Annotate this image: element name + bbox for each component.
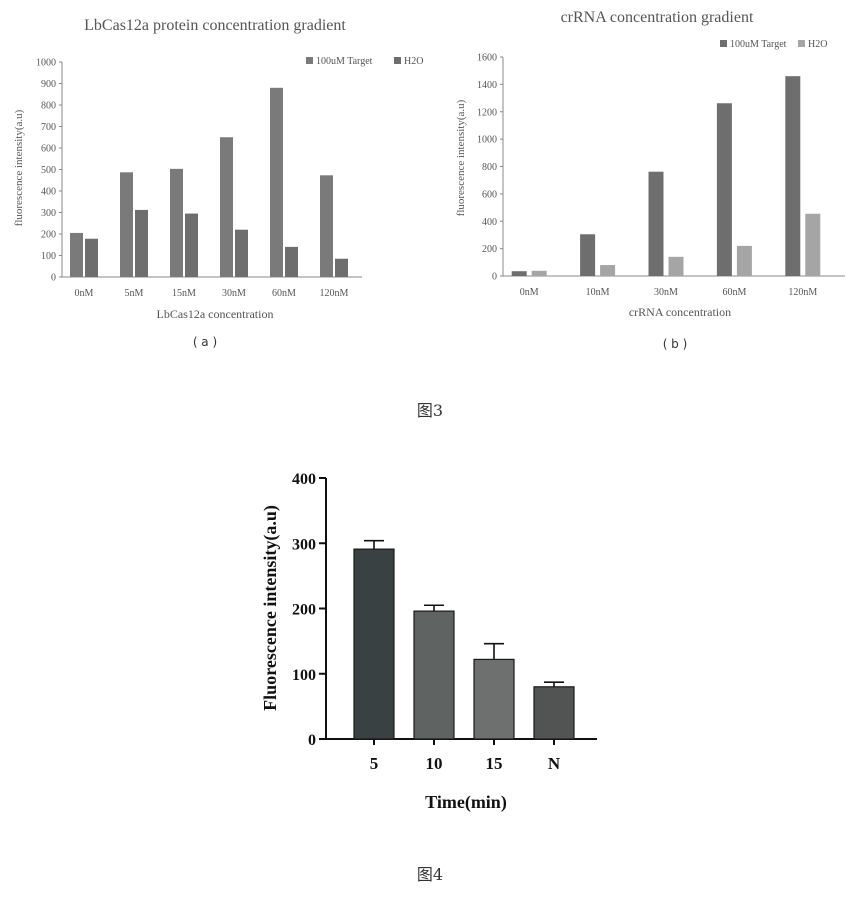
- y-tick-label: 100: [292, 667, 316, 684]
- bar-30nM-target: [220, 137, 233, 277]
- y-tick-label: 400: [482, 217, 497, 228]
- panel-a-label: ( a ): [193, 335, 217, 349]
- x-tick-label: 10: [426, 754, 443, 773]
- legend-label: H2O: [808, 39, 827, 50]
- legend-label: 100uM Target: [730, 39, 787, 50]
- y-tick-label: 1000: [36, 58, 56, 69]
- bar-5nM-h2o: [135, 209, 148, 277]
- legend-swatch: [306, 57, 313, 64]
- x-tick-label: 30nM: [222, 288, 246, 299]
- chart-a: LbCas12a protein concentration gradient …: [13, 17, 423, 349]
- panel-b-label: ( b ): [663, 337, 688, 351]
- bar-N: [533, 686, 575, 740]
- y-tick-label: 300: [41, 208, 56, 219]
- x-tick-label: 15: [486, 754, 503, 773]
- chart-c: 0 100 200 300 400 5 10 15 N Time(min) Fluorescen…: [260, 471, 597, 813]
- bar-10nM-h2o: [600, 265, 616, 276]
- y-tick-label: 1000: [477, 135, 497, 146]
- chart-b-legend: 100uM Target H2O: [720, 39, 827, 50]
- x-tick-label: 5: [370, 754, 379, 773]
- y-tick-label: 800: [41, 101, 56, 112]
- bar-5nM-target: [120, 172, 133, 277]
- y-tick-label: 0: [492, 272, 497, 283]
- y-tick-label: 600: [41, 144, 56, 155]
- bar-5: [353, 548, 395, 740]
- bar-15nM-h2o: [185, 213, 198, 277]
- chart-a-legend: 100uM Target H2O: [306, 56, 423, 67]
- bar-60nM-h2o: [736, 245, 752, 276]
- y-tick-label: 500: [41, 165, 56, 176]
- bar-120nM-target: [320, 175, 333, 277]
- legend-swatch: [798, 40, 805, 47]
- bar-120nM-target: [785, 76, 801, 276]
- bar-10: [413, 610, 455, 740]
- y-tick-label: 800: [482, 162, 497, 173]
- bar-30nM-h2o: [235, 229, 248, 277]
- bar-0nM-target: [511, 271, 527, 276]
- y-tick-label: 200: [482, 244, 497, 255]
- x-tick-label: N: [548, 754, 561, 773]
- x-tick-label: 15nM: [172, 288, 196, 299]
- y-tick-label: 400: [41, 187, 56, 198]
- bar-30nM-target: [648, 171, 664, 276]
- chart-b: crRNA concentration gradient 100uM Targe…: [455, 9, 845, 351]
- y-tick-label: 0: [51, 273, 56, 284]
- figure-3-caption: 图3: [417, 401, 443, 420]
- chart-a-bars: [70, 87, 348, 277]
- y-tick-label: 200: [292, 602, 316, 619]
- bar-60nM-h2o: [285, 246, 298, 277]
- y-tick-label: 1600: [477, 53, 497, 64]
- bar-60nM-target: [716, 103, 732, 276]
- legend-label: 100uM Target: [316, 56, 373, 67]
- x-tick-label: 120nM: [788, 287, 817, 298]
- bar-60nM-target: [270, 87, 283, 277]
- bar-30nM-h2o: [668, 256, 684, 276]
- y-tick-label: 0: [308, 732, 316, 749]
- chart-b-ylabel: fluorescence intensity(a.u): [455, 99, 467, 216]
- bar-0nM-h2o: [85, 238, 98, 277]
- x-tick-label: 60nM: [722, 287, 746, 298]
- legend-swatch: [720, 40, 727, 47]
- x-tick-label: 0nM: [75, 288, 94, 299]
- bar-15nM-target: [170, 168, 183, 277]
- chart-a-xlabel: LbCas12a concentration: [157, 307, 274, 321]
- y-tick-label: 900: [41, 79, 56, 90]
- chart-a-axes: 0 100 200 300 400 500 600 700 800 900 1000 0nM 5nM 15…: [36, 58, 362, 299]
- x-tick-label: 60nM: [272, 288, 296, 299]
- bar-0nM-target: [70, 232, 83, 277]
- bar-120nM-h2o: [805, 213, 821, 276]
- y-tick-label: 1400: [477, 80, 497, 91]
- y-tick-label: 300: [292, 536, 316, 553]
- bar-10nM-target: [580, 234, 596, 276]
- chart-b-xlabel: crRNA concentration: [629, 305, 731, 319]
- chart-a-title: LbCas12a protein concentration gradient: [84, 17, 346, 34]
- chart-a-ylabel: fluorescence intensity(a.u): [13, 109, 25, 226]
- bar-120nM-h2o: [335, 258, 348, 277]
- y-tick-label: 200: [41, 230, 56, 241]
- x-tick-label: 5nM: [125, 288, 144, 299]
- x-tick-label: 120nM: [320, 288, 349, 299]
- x-tick-label: 0nM: [520, 287, 539, 298]
- x-tick-label: 10nM: [586, 287, 610, 298]
- chart-c-xlabel: Time(min): [425, 792, 507, 813]
- y-tick-label: 400: [292, 471, 316, 488]
- y-tick-label: 700: [41, 122, 56, 133]
- y-tick-label: 600: [482, 189, 497, 200]
- legend-label: H2O: [404, 56, 423, 67]
- x-tick-label: 30nM: [654, 287, 678, 298]
- legend-swatch: [394, 57, 401, 64]
- y-tick-label: 1200: [477, 107, 497, 118]
- chart-c-bars: [353, 539, 575, 740]
- figure-4-caption: 图4: [417, 865, 443, 884]
- bar-15: [473, 658, 515, 740]
- chart-c-ylabel: Fluorescence intensity(a.u): [260, 505, 281, 711]
- chart-b-title: crRNA concentration gradient: [561, 9, 754, 26]
- bar-0nM-h2o: [531, 270, 547, 276]
- chart-b-bars: [511, 76, 821, 276]
- y-tick-label: 100: [41, 251, 56, 262]
